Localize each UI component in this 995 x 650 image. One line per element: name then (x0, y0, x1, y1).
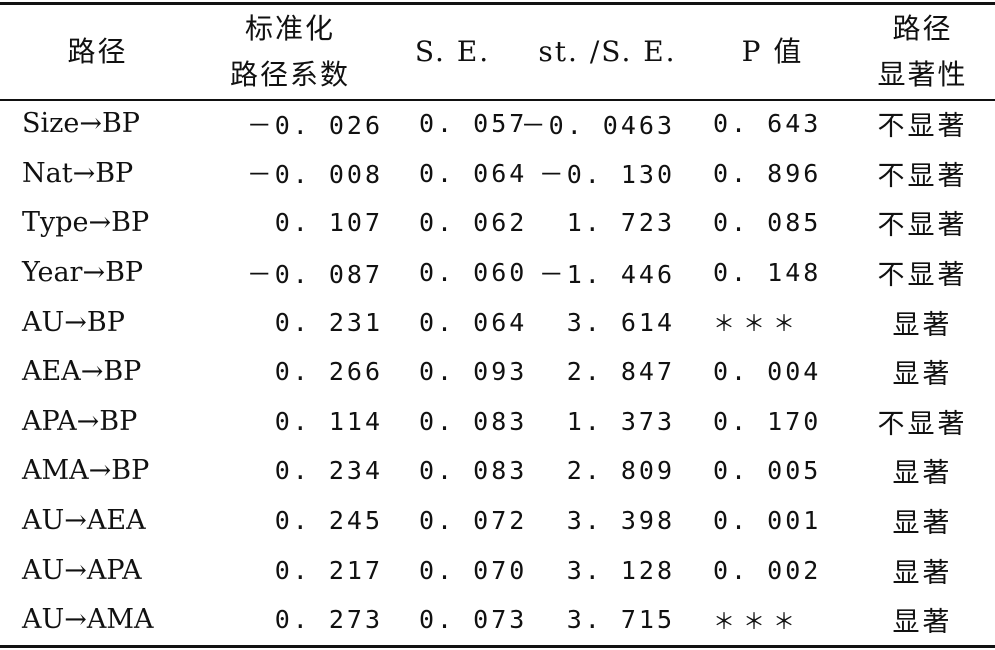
cell-significance: 不显著 (877, 210, 968, 242)
cell-se: 0. 072 (419, 506, 528, 536)
cell-p-value: 0. 002 (713, 555, 822, 585)
table-row: AMA→BP 0. 234 0. 083 2. 809 0. 005 显著 (0, 446, 995, 496)
cell-significance: 显著 (892, 508, 953, 540)
cell-path: Nat→BP (22, 157, 134, 189)
cell-coefficient: －0. 008 (246, 160, 383, 190)
header-standardized-coefficient: 标准化 路径系数 (229, 12, 350, 91)
table-row: AEA→BP 0. 266 0. 093 2. 847 0. 004 显著 (0, 347, 995, 397)
cell-coefficient: 0. 107 (274, 208, 383, 238)
cell-significance: 不显著 (877, 260, 968, 292)
header-se: S. E. (414, 35, 491, 68)
cell-path: Year→BP (22, 257, 144, 289)
table-row: Year→BP －0. 087 0. 060 －1. 446 0. 148 不显著 (0, 248, 995, 298)
cell-se: 0. 073 (419, 605, 528, 635)
cell-p-value: 0. 170 (713, 406, 822, 436)
cell-path: AEA→BP (22, 356, 142, 388)
cell-p-value: 0. 001 (713, 506, 822, 536)
cell-coefficient: －0. 026 (246, 110, 383, 140)
cell-p-value: 0. 085 (713, 208, 822, 238)
cell-p-value: ＊＊＊ (713, 609, 804, 635)
table-bottom-rule (0, 645, 995, 648)
cell-significance: 显著 (892, 309, 953, 341)
table-header-row: 路径 标准化 路径系数 S. E. st. /S. E. P 值 路径 显著性 (0, 5, 995, 99)
cell-coefficient: 0. 234 (274, 456, 383, 486)
table-row: AU→AMA 0. 273 0. 073 3. 715 ＊＊＊ 显著 (0, 595, 995, 645)
cell-p-value: ＊＊＊ (713, 312, 804, 338)
cell-path: AU→AEA (22, 505, 146, 537)
table-body: Size→BP －0. 026 0. 057 －0. 0463 0. 643 不显著 Nat… (0, 99, 995, 645)
table-row: Nat→BP －0. 008 0. 064 －0. 130 0. 896 不显著 (0, 149, 995, 199)
cell-path: Size→BP (22, 108, 140, 140)
table-row: AU→AEA 0. 245 0. 072 3. 398 0. 001 显著 (0, 496, 995, 546)
cell-p-value: 0. 005 (713, 456, 822, 486)
cell-se: 0. 062 (419, 208, 528, 238)
cell-st-se: 3. 128 (566, 555, 675, 585)
cell-coefficient: 0. 266 (274, 357, 383, 387)
table-row: Type→BP 0. 107 0. 062 1. 723 0. 085 不显著 (0, 198, 995, 248)
cell-significance: 不显著 (877, 160, 968, 192)
cell-path: APA→BP (22, 405, 138, 437)
cell-significance: 显著 (892, 607, 953, 639)
cell-st-se: 1. 723 (566, 208, 675, 238)
cell-coefficient: 0. 114 (274, 406, 383, 436)
table-row: Size→BP －0. 026 0. 057 －0. 0463 0. 643 不显著 (0, 99, 995, 149)
cell-st-se: 1. 373 (566, 406, 675, 436)
cell-coefficient: －0. 087 (246, 259, 383, 289)
cell-significance: 显著 (892, 557, 953, 589)
cell-st-se: －1. 446 (538, 259, 675, 289)
cell-se: 0. 083 (419, 406, 528, 436)
cell-significance: 显著 (892, 359, 953, 391)
cell-path: AU→BP (22, 306, 125, 338)
cell-p-value: 0. 148 (713, 258, 822, 288)
cell-se: 0. 064 (419, 158, 528, 188)
cell-st-se: 3. 398 (566, 506, 675, 536)
cell-se: 0. 064 (419, 307, 528, 337)
cell-path: AU→AMA (22, 604, 154, 636)
cell-se: 0. 057 (419, 109, 528, 139)
cell-se: 0. 083 (419, 456, 528, 486)
cell-coefficient: 0. 217 (274, 555, 383, 585)
table-row: AU→APA 0. 217 0. 070 3. 128 0. 002 显著 (0, 545, 995, 595)
cell-coefficient: 0. 231 (274, 307, 383, 337)
path-coefficients-table: 路径 标准化 路径系数 S. E. st. /S. E. P 值 路径 显著性 … (0, 5, 995, 645)
cell-st-se: 3. 715 (566, 605, 675, 635)
cell-path: AMA→BP (22, 455, 150, 487)
cell-coefficient: 0. 273 (274, 605, 383, 635)
cell-se: 0. 070 (419, 555, 528, 585)
cell-path: Type→BP (22, 207, 150, 239)
cell-se: 0. 060 (419, 258, 528, 288)
header-st-se: st. /S. E. (538, 35, 677, 68)
cell-coefficient: 0. 245 (274, 506, 383, 536)
header-path: 路径 (67, 35, 128, 68)
cell-significance: 显著 (892, 458, 953, 490)
header-significance: 路径 显著性 (877, 12, 968, 91)
header-p-value: P 值 (741, 35, 804, 68)
cell-significance: 不显著 (877, 111, 968, 143)
cell-st-se: －0. 0463 (520, 110, 675, 140)
cell-p-value: 0. 643 (713, 109, 822, 139)
cell-path: AU→APA (22, 554, 142, 586)
table-header-rule (0, 99, 995, 101)
cell-st-se: －0. 130 (538, 160, 675, 190)
cell-se: 0. 093 (419, 357, 528, 387)
cell-st-se: 2. 847 (566, 357, 675, 387)
cell-st-se: 3. 614 (566, 307, 675, 337)
cell-st-se: 2. 809 (566, 456, 675, 486)
table-top-rule (0, 2, 995, 5)
cell-p-value: 0. 004 (713, 357, 822, 387)
table-row: AU→BP 0. 231 0. 064 3. 614 ＊＊＊ 显著 (0, 297, 995, 347)
cell-significance: 不显著 (877, 408, 968, 440)
cell-p-value: 0. 896 (713, 158, 822, 188)
table-row: APA→BP 0. 114 0. 083 1. 373 0. 170 不显著 (0, 397, 995, 447)
